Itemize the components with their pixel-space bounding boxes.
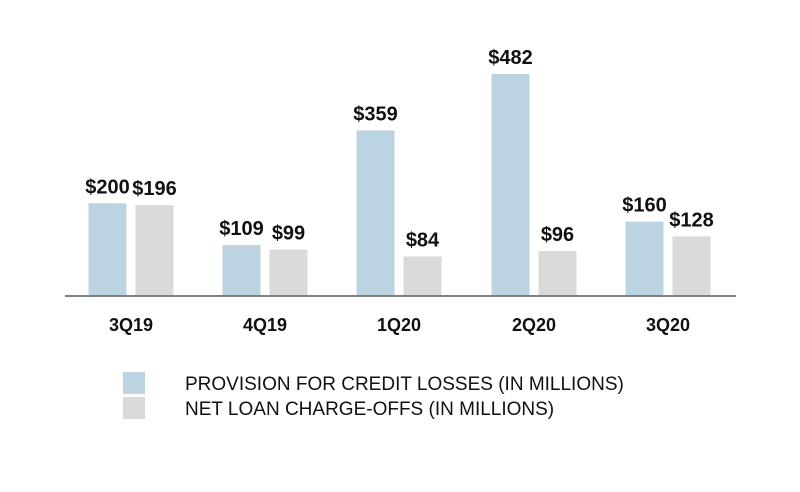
bar-2q20-series-1: [491, 74, 530, 295]
category-label-4q19: 4Q19: [243, 315, 287, 335]
value-label-1q20-series-1: $359: [353, 103, 398, 125]
category-labels-layer: 3Q19 4Q19 1Q20 2Q20 3Q20: [109, 315, 690, 335]
legend-label-series-2: NET LOAN CHARGE-OFFS (IN MILLIONS): [185, 399, 554, 420]
value-label-2q20-series-1: $482: [488, 47, 533, 69]
bar-4q19-series-1: [222, 245, 261, 295]
bars-layer: [88, 74, 711, 295]
legend-label-series-1: PROVISION FOR CREDIT LOSSES (IN MILLIONS…: [185, 374, 624, 395]
legend-swatch-series-2: [123, 397, 145, 419]
bar-3q20-series-2: [672, 236, 711, 295]
value-label-3q20-series-2: $128: [669, 209, 714, 231]
value-label-3q19-series-1: $200: [85, 176, 130, 198]
legend-swatch-series-1: [123, 372, 145, 394]
category-label-1q20: 1Q20: [377, 315, 421, 335]
value-label-4q19-series-2: $99: [272, 223, 305, 245]
category-label-3q20: 3Q20: [646, 315, 690, 335]
bar-1q20-series-2: [403, 256, 442, 295]
legend: PROVISION FOR CREDIT LOSSES (IN MILLIONS…: [123, 372, 624, 420]
value-label-3q19-series-2: $196: [132, 178, 177, 200]
bar-1q20-series-1: [356, 130, 395, 295]
bar-4q19-series-2: [269, 249, 308, 295]
category-label-2q20: 2Q20: [512, 315, 556, 335]
bar-3q19-series-2: [135, 205, 174, 295]
value-labels-layer: $200 $196 $109 $99 $359 $84 $482 $96 $160$128: [85, 47, 714, 251]
category-label-3q19: 3Q19: [109, 315, 153, 335]
bar-3q19-series-1: [88, 203, 127, 295]
value-label-2q20-series-2: $96: [541, 224, 574, 246]
value-label-4q19-series-1: $109: [219, 218, 264, 240]
bar-2q20-series-2: [538, 250, 577, 295]
value-label-1q20-series-2: $84: [406, 229, 440, 251]
value-label-3q20-series-1: $160: [622, 195, 667, 217]
bar-3q20-series-1: [625, 221, 664, 295]
